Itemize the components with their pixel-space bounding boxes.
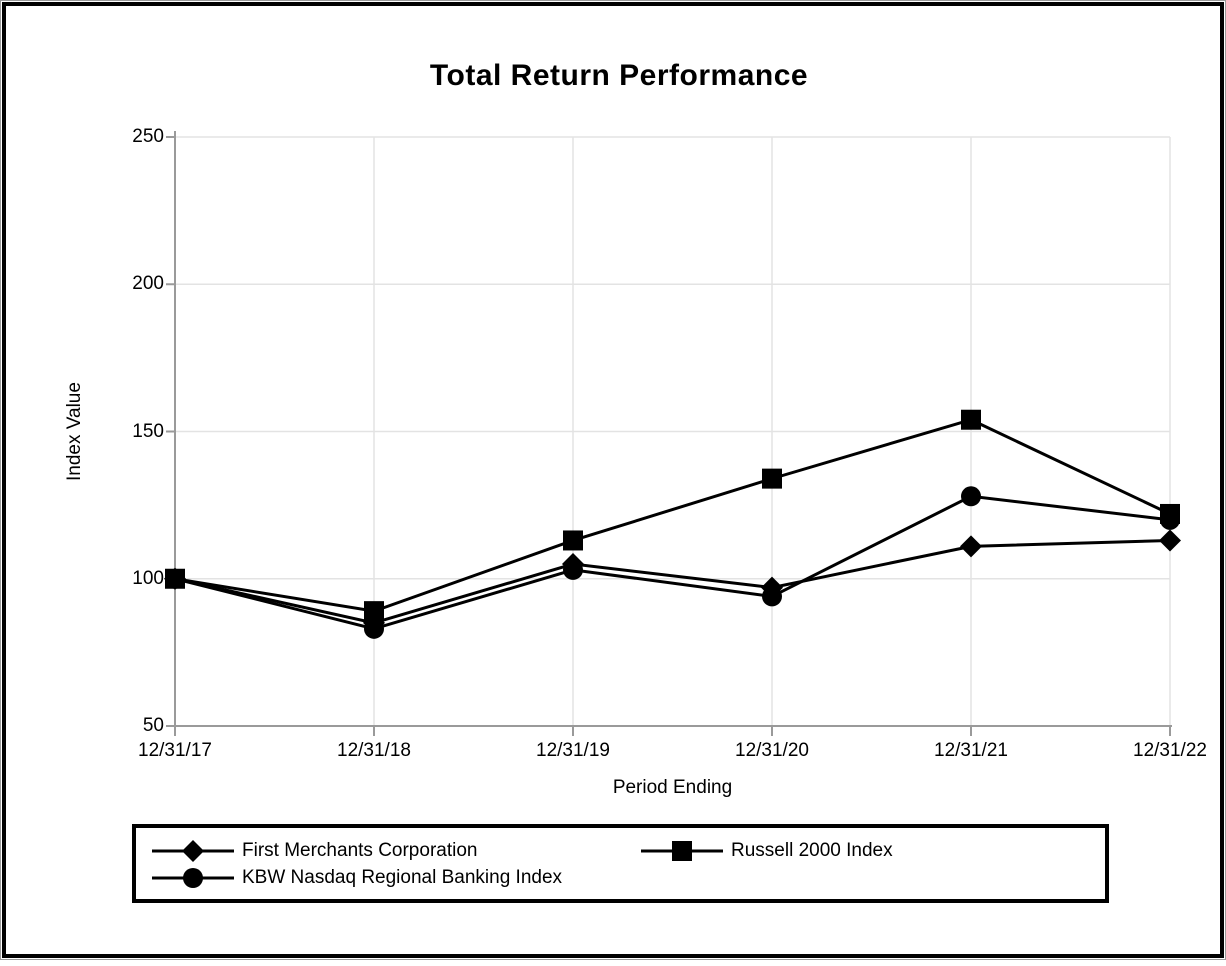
circle-marker-icon: [961, 486, 981, 507]
x-tick-label: 12/31/18: [337, 740, 411, 761]
y-tick-label: 150: [132, 420, 164, 442]
x-tick-label: 12/31/20: [735, 740, 809, 761]
square-marker-icon: [762, 468, 782, 489]
circle-marker-icon: [762, 586, 782, 607]
y-axis-title: Index Value: [64, 382, 85, 482]
legend-item-russell-2000: Russell 2000 Index: [641, 838, 893, 864]
x-tick-label: 12/31/22: [1133, 740, 1207, 761]
y-tick-label: 200: [132, 273, 164, 295]
series-line-circle: [174, 494, 1171, 631]
circle-marker-icon: [152, 868, 234, 888]
legend-label: KBW Nasdaq Regional Banking Index: [242, 867, 563, 888]
x-tick-label: 12/31/21: [934, 740, 1008, 761]
square-marker-icon: [563, 530, 583, 551]
legend-item-first-merchants: First Merchants Corporation: [152, 838, 477, 864]
diamond-marker-icon: [152, 840, 234, 862]
square-marker-icon: [961, 409, 981, 430]
square-marker-icon: [1160, 503, 1180, 524]
square-marker-icon: [165, 568, 185, 589]
y-tick-label: 50: [142, 715, 164, 736]
circle-marker-icon: [563, 559, 583, 580]
legend-item-kbw-nasdaq: KBW Nasdaq Regional Banking Index: [152, 865, 562, 891]
x-tick-label: 12/31/19: [536, 740, 610, 761]
circle-marker-icon: [364, 618, 384, 639]
diamond-marker-icon: [960, 535, 982, 558]
square-marker-icon: [641, 841, 723, 861]
y-tick-label: 250: [132, 126, 164, 147]
series-line-diamond: [174, 538, 1171, 625]
plot-area: [164, 131, 1181, 736]
series-line-square: [174, 418, 1171, 613]
legend-label: First Merchants Corporation: [242, 840, 478, 861]
square-marker-icon: [364, 601, 384, 622]
legend-box: First Merchants Corporation Russell 2000…: [132, 824, 1109, 903]
x-axis-title: Period Ending: [612, 777, 733, 798]
legend-label: Russell 2000 Index: [731, 840, 893, 861]
x-tick-label: 12/31/17: [138, 740, 212, 761]
y-tick-label: 100: [132, 567, 164, 589]
diamond-marker-icon: [1159, 529, 1181, 552]
chart-title: Total Return Performance: [429, 59, 809, 92]
